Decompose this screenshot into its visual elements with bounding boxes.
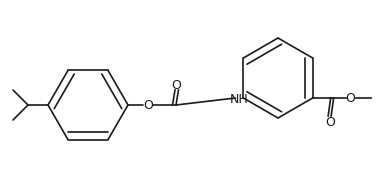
Text: O: O xyxy=(143,98,153,111)
Text: O: O xyxy=(346,91,356,105)
Text: NH: NH xyxy=(230,93,249,105)
Text: O: O xyxy=(171,78,181,91)
Text: O: O xyxy=(326,116,336,129)
